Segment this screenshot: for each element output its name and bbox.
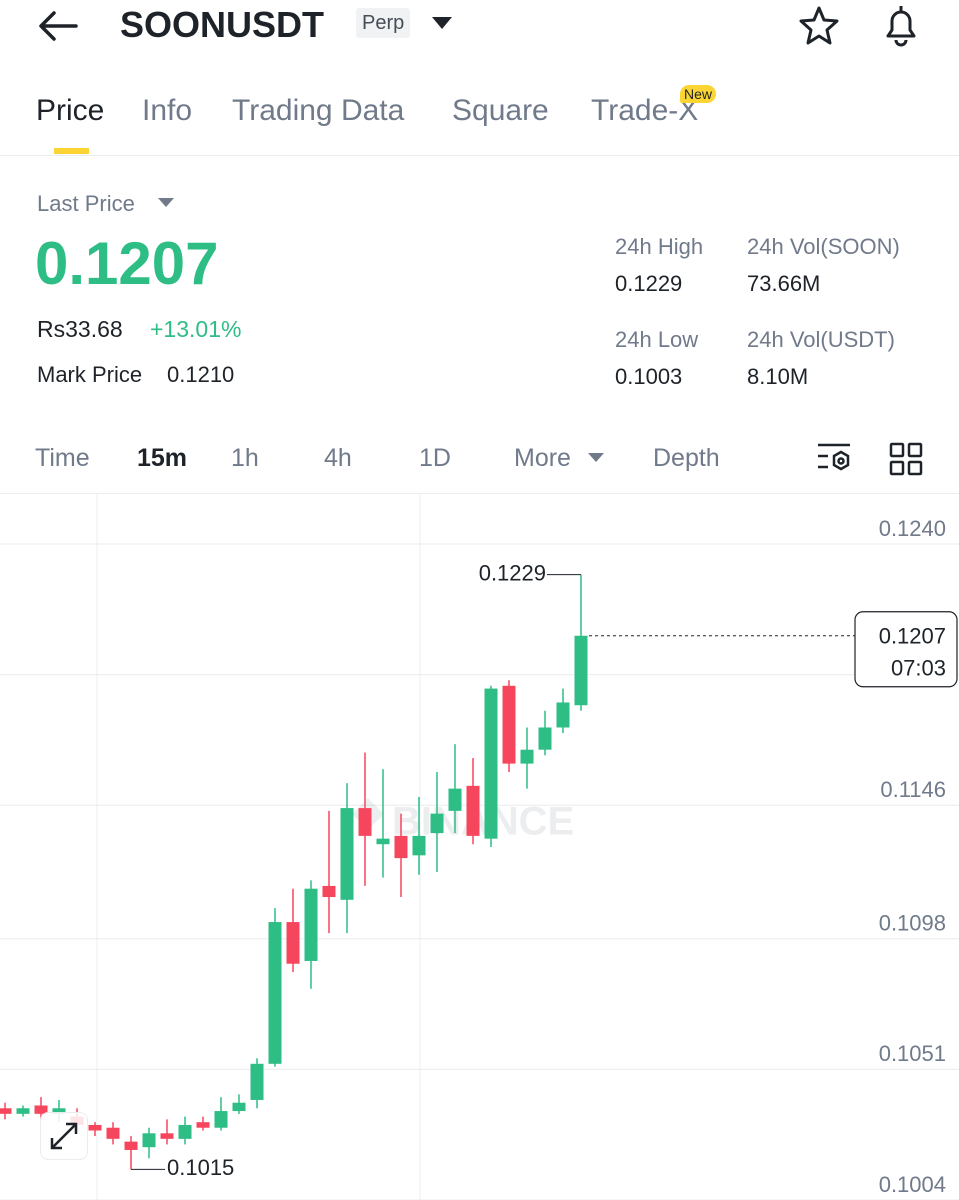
candle-body <box>214 1111 228 1128</box>
interval[interactable]: 1h <box>231 444 259 472</box>
indicator-settings-icon[interactable] <box>814 440 854 476</box>
interval[interactable]: 4h <box>324 444 352 472</box>
candle-body <box>520 749 534 764</box>
candle-body <box>0 1108 12 1114</box>
candle-body <box>322 885 336 898</box>
fullscreen-button[interactable] <box>40 1112 88 1160</box>
mark-price-label: Mark Price <box>37 362 143 387</box>
tab[interactable]: Info <box>142 94 193 127</box>
last-price-dropdown[interactable] <box>157 197 175 209</box>
divider <box>0 493 959 494</box>
candle-body <box>376 838 390 845</box>
candle-body <box>268 922 282 1064</box>
candle-body <box>106 1127 120 1139</box>
candle-body <box>250 1063 264 1100</box>
stat-value: 0.1003 <box>615 364 683 389</box>
last-price-label[interactable]: Last Price <box>37 191 135 216</box>
tab[interactable]: Square <box>452 94 549 127</box>
candle-body <box>232 1102 246 1112</box>
interval[interactable]: 1D <box>419 444 451 472</box>
candle-body <box>574 635 588 706</box>
y-tick-label: 0.1098 <box>879 911 946 936</box>
candle-body <box>124 1141 138 1150</box>
tab[interactable]: Trading Data <box>232 94 405 127</box>
candle-body <box>412 835 426 856</box>
low-label: 0.1015 <box>167 1155 234 1180</box>
last-price-label: 0.1207 <box>879 624 946 649</box>
high-label: 0.1229 <box>479 560 546 585</box>
last-price: 0.1207 <box>35 230 219 297</box>
candle-body <box>160 1133 174 1139</box>
symbol[interactable]: SOONUSDT <box>120 4 325 45</box>
candle-body <box>34 1105 48 1114</box>
y-tick-label: 0.1146 <box>880 777 946 802</box>
favorite-icon[interactable] <box>797 4 841 48</box>
y-tick-label: 0.1004 <box>879 1172 946 1197</box>
symbol-dropdown[interactable] <box>430 15 454 31</box>
interval[interactable]: Depth <box>653 444 720 472</box>
stat-label: 24h Low <box>615 327 699 352</box>
layout-icon[interactable] <box>888 441 924 477</box>
candle-body <box>304 888 318 961</box>
candle-body <box>88 1124 102 1131</box>
interval[interactable]: More <box>514 444 571 472</box>
stat-label: 24h Vol(USDT) <box>747 327 895 352</box>
candle-body <box>178 1124 192 1139</box>
candle-body <box>142 1133 156 1148</box>
candle-body <box>538 727 552 750</box>
tab[interactable]: Price <box>36 94 105 127</box>
interval[interactable]: 15m <box>137 444 188 472</box>
y-tick-label: 0.1240 <box>879 516 946 541</box>
candle-body <box>484 688 498 839</box>
stat-value: 0.1229 <box>615 271 683 296</box>
interval[interactable]: Time <box>35 444 90 472</box>
candle-body <box>430 813 444 834</box>
candle-body <box>286 922 300 964</box>
divider <box>0 155 959 156</box>
candle-body <box>16 1108 30 1114</box>
candle-body <box>358 808 372 836</box>
y-tick-label: 0.1051 <box>879 1041 946 1066</box>
candle-body <box>340 808 354 900</box>
tab-indicator <box>54 148 89 154</box>
candle-body <box>556 702 570 728</box>
candle-body <box>52 1108 66 1114</box>
candlestick-chart: BINANCE0.12290.10150.12400.11930.11460.1… <box>0 494 959 1200</box>
perp-badge: Perp <box>356 8 411 38</box>
countdown: 07:03 <box>891 656 946 681</box>
last-price-box <box>854 611 958 688</box>
stat-label: 24h High <box>615 234 704 259</box>
price-change: +13.01% <box>150 316 242 342</box>
more-dropdown[interactable] <box>587 452 605 464</box>
fiat-price: Rs33.68 <box>37 316 123 342</box>
candle-body <box>394 835 408 859</box>
alert-icon[interactable] <box>878 2 924 48</box>
candle-body <box>502 685 516 764</box>
candle-body <box>466 785 480 836</box>
new-badge: New <box>680 85 717 103</box>
stat-value: 8.10M <box>747 364 809 389</box>
back-button[interactable] <box>36 8 80 44</box>
stat-label: 24h Vol(SOON) <box>747 234 900 259</box>
candle-body <box>448 788 462 811</box>
stat-value: 73.66M <box>747 271 821 296</box>
candle-body <box>196 1122 210 1128</box>
mark-price: 0.1210 <box>167 362 235 387</box>
